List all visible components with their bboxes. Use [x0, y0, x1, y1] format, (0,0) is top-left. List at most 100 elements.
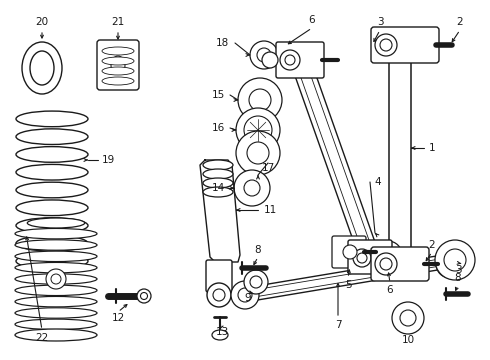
Ellipse shape: [15, 308, 97, 318]
Circle shape: [51, 274, 61, 284]
Ellipse shape: [16, 129, 88, 144]
Ellipse shape: [16, 111, 88, 127]
Text: 2: 2: [457, 17, 464, 27]
Circle shape: [374, 241, 402, 269]
Circle shape: [435, 240, 475, 280]
Text: 21: 21: [111, 17, 124, 27]
FancyBboxPatch shape: [332, 236, 366, 268]
Ellipse shape: [27, 218, 85, 228]
Ellipse shape: [111, 56, 125, 74]
Polygon shape: [200, 160, 240, 262]
Ellipse shape: [16, 253, 88, 269]
Ellipse shape: [141, 292, 147, 300]
Text: 20: 20: [35, 17, 49, 27]
Ellipse shape: [203, 169, 233, 179]
Text: 22: 22: [35, 333, 49, 343]
FancyBboxPatch shape: [371, 247, 429, 281]
Circle shape: [375, 34, 397, 56]
FancyBboxPatch shape: [276, 42, 324, 78]
Ellipse shape: [15, 240, 97, 250]
Circle shape: [236, 131, 280, 175]
Text: 8: 8: [255, 245, 261, 255]
FancyBboxPatch shape: [371, 27, 439, 63]
Circle shape: [250, 276, 262, 288]
Ellipse shape: [16, 165, 88, 180]
Ellipse shape: [15, 319, 97, 329]
Circle shape: [236, 108, 280, 152]
Ellipse shape: [15, 329, 97, 341]
Ellipse shape: [15, 285, 97, 296]
Circle shape: [46, 269, 66, 289]
Circle shape: [238, 78, 282, 122]
Ellipse shape: [16, 182, 88, 198]
FancyBboxPatch shape: [97, 40, 139, 90]
Circle shape: [262, 52, 278, 68]
Circle shape: [380, 258, 392, 270]
Circle shape: [353, 249, 371, 267]
Polygon shape: [291, 57, 379, 261]
Circle shape: [280, 50, 300, 70]
Text: 6: 6: [309, 15, 315, 25]
Circle shape: [213, 289, 225, 301]
Text: 2: 2: [429, 240, 435, 250]
Circle shape: [238, 288, 252, 302]
Circle shape: [244, 116, 272, 144]
Text: 12: 12: [111, 313, 124, 323]
Circle shape: [207, 283, 231, 307]
Ellipse shape: [203, 160, 233, 170]
Circle shape: [285, 55, 295, 65]
Polygon shape: [389, 48, 411, 260]
Circle shape: [244, 180, 260, 196]
Ellipse shape: [16, 218, 88, 233]
Ellipse shape: [15, 274, 97, 284]
Circle shape: [247, 142, 269, 164]
Text: 5: 5: [344, 280, 351, 290]
Ellipse shape: [102, 67, 134, 75]
Text: 8: 8: [455, 273, 461, 283]
Ellipse shape: [212, 330, 228, 340]
Ellipse shape: [203, 178, 233, 188]
Text: 13: 13: [216, 327, 229, 337]
Circle shape: [444, 249, 466, 271]
Text: 11: 11: [264, 205, 277, 215]
Text: 3: 3: [455, 265, 461, 275]
Circle shape: [381, 248, 395, 262]
Ellipse shape: [16, 235, 88, 251]
Ellipse shape: [15, 251, 97, 262]
Text: 1: 1: [429, 143, 435, 153]
Circle shape: [250, 41, 278, 69]
Circle shape: [257, 48, 271, 62]
Circle shape: [234, 170, 270, 206]
Circle shape: [244, 270, 268, 294]
Ellipse shape: [30, 51, 54, 85]
FancyBboxPatch shape: [206, 260, 232, 292]
Text: 18: 18: [216, 38, 229, 48]
Text: 4: 4: [375, 177, 381, 187]
Polygon shape: [244, 253, 456, 302]
Circle shape: [231, 281, 259, 309]
Ellipse shape: [15, 296, 97, 307]
Text: 16: 16: [211, 123, 224, 133]
Text: 3: 3: [377, 17, 383, 27]
Ellipse shape: [102, 77, 134, 85]
Text: 17: 17: [261, 163, 274, 173]
Text: 14: 14: [211, 183, 224, 193]
Text: 15: 15: [211, 90, 224, 100]
Circle shape: [400, 310, 416, 326]
Circle shape: [357, 253, 367, 263]
Ellipse shape: [15, 262, 97, 273]
Circle shape: [436, 250, 464, 278]
Ellipse shape: [102, 47, 134, 55]
Ellipse shape: [137, 289, 151, 303]
Circle shape: [343, 245, 357, 259]
Text: 6: 6: [387, 285, 393, 295]
Circle shape: [392, 302, 424, 334]
Text: 19: 19: [101, 155, 115, 165]
FancyBboxPatch shape: [348, 240, 392, 274]
Circle shape: [443, 257, 457, 271]
Text: 7: 7: [335, 320, 342, 330]
Ellipse shape: [16, 200, 88, 216]
Circle shape: [249, 89, 271, 111]
Ellipse shape: [102, 57, 134, 65]
Text: 10: 10: [401, 335, 415, 345]
